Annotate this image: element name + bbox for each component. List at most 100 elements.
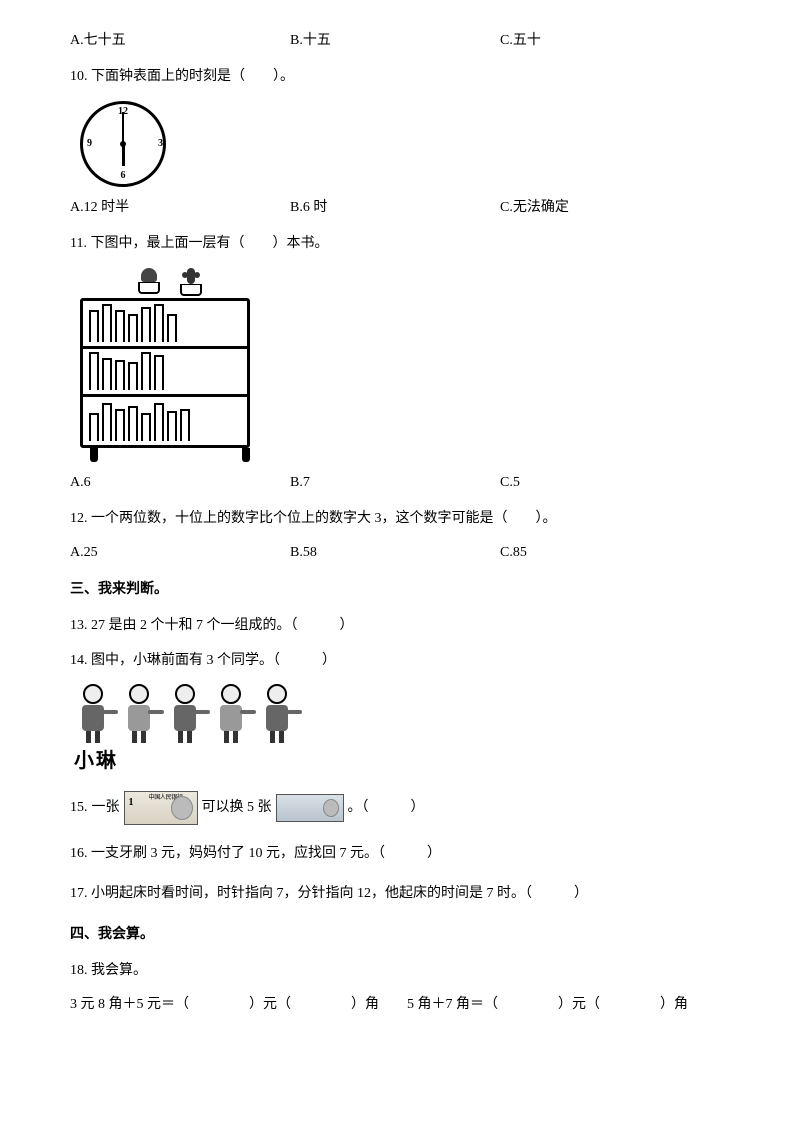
- calc-part: ）角: [351, 994, 379, 1016]
- q18-line1: 3 元 8 角＋5 元＝（ ）元（ ）角 5 角＋7 角＝（ ）元（ ）角: [70, 994, 724, 1016]
- q12-opt-a: A. 25: [70, 542, 290, 564]
- calc-part: 3 元 8 角＋5 元＝（: [70, 994, 189, 1016]
- q12-opt-b: B. 58: [290, 542, 500, 564]
- opt-text: 58: [303, 542, 317, 564]
- q15-post: 。（ ）: [348, 797, 425, 819]
- q15: 15. 一张 1 中国人民银行 可以换 5 张 。（ ）: [70, 791, 724, 825]
- q-num: 18.: [70, 963, 91, 978]
- q10: 10. 下面钟表面上的时刻是（ ）。: [70, 66, 724, 88]
- opt-prefix: A.: [70, 197, 84, 219]
- q17: 17. 小明起床时看时间，时针指向 7，分针指向 12，他起床的时间是 7 时。…: [70, 883, 724, 905]
- q10-options: A. 12 时半 B. 6 时 C. 无法确定: [70, 197, 724, 219]
- q10-opt-b: B. 6 时: [290, 197, 500, 219]
- clock-num-6: 6: [121, 168, 126, 184]
- q12-options: A. 25 B. 58 C. 85: [70, 542, 724, 564]
- book-icon: [141, 307, 151, 342]
- q-text: 一个两位数，十位上的数字比个位上的数字大 3，这个数字可能是（ ）。: [91, 511, 557, 526]
- book-icon: [128, 406, 138, 441]
- opt-prefix: A.: [70, 472, 84, 494]
- opt-text: 七十五: [84, 30, 126, 52]
- q-text: 我会算。: [91, 963, 147, 978]
- xiaolin-label: 小琳: [74, 745, 724, 777]
- q-num: 11.: [70, 236, 90, 251]
- book-icon: [154, 355, 164, 390]
- q-num: 12.: [70, 511, 91, 526]
- kid-icon: [258, 684, 296, 743]
- opt-prefix: C.: [500, 30, 513, 52]
- opt-text: 五十: [513, 30, 541, 52]
- opt-text: 25: [84, 542, 98, 564]
- q-text: 一支牙刷 3 元，妈妈付了 10 元，应找回 7 元。（ ）: [91, 846, 441, 861]
- book-icon: [167, 411, 177, 441]
- q12: 12. 一个两位数，十位上的数字比个位上的数字大 3，这个数字可能是（ ）。: [70, 508, 724, 530]
- clock-num-9: 9: [87, 136, 92, 152]
- shelf-row: [83, 397, 247, 445]
- book-icon: [89, 352, 99, 390]
- opt-prefix: C.: [500, 542, 513, 564]
- bookshelf: [80, 298, 250, 448]
- opt-text: 5: [513, 472, 520, 494]
- opt-prefix: A.: [70, 30, 84, 52]
- calc-part: 5 角＋7 角＝（: [407, 994, 498, 1016]
- book-icon: [128, 362, 138, 390]
- book-icon: [102, 358, 112, 390]
- q-num: 17.: [70, 886, 91, 901]
- pot-cactus-icon: [179, 268, 203, 296]
- q-text: 小明起床时看时间，时针指向 7，分针指向 12，他起床的时间是 7 时。（ ）: [91, 886, 588, 901]
- q18: 18. 我会算。: [70, 960, 724, 982]
- minute-hand: [122, 112, 124, 144]
- pot-plant-icon: [137, 268, 161, 296]
- bill-portrait-icon: [323, 799, 339, 817]
- q9-options: A. 七十五 B. 十五 C. 五十: [70, 30, 724, 52]
- calc-part: ）元（: [249, 994, 291, 1016]
- q11-bookshelf-image: [80, 268, 260, 462]
- q-text: 图中，小琳前面有 3 个同学。（ ）: [91, 653, 336, 668]
- calc-part: ）角: [660, 994, 688, 1016]
- book-icon: [102, 304, 112, 342]
- kid-icon: [120, 684, 158, 743]
- book-icon: [154, 304, 164, 342]
- bill-portrait-icon: [171, 796, 193, 820]
- q-num: 15.: [70, 797, 88, 819]
- shelf-row: [83, 301, 247, 349]
- banknote-small-icon: [276, 794, 344, 822]
- opt-prefix: B.: [290, 542, 303, 564]
- section-4-title: 四、我会算。: [70, 924, 724, 946]
- q-text: 27 是由 2 个十和 7 个一组成的。（ ）: [91, 618, 354, 633]
- q10-opt-c: C. 无法确定: [500, 197, 724, 219]
- book-icon: [141, 352, 151, 390]
- bill-denom: 1: [129, 795, 134, 811]
- q11: 11. 下图中，最上面一层有（ ）本书。: [70, 233, 724, 255]
- hour-hand: [122, 144, 125, 166]
- q10-opt-a: A. 12 时半: [70, 197, 290, 219]
- opt-text: 6 时: [303, 197, 328, 219]
- q-text: 下面钟表面上的时刻是（ ）。: [91, 69, 294, 84]
- book-icon: [115, 409, 125, 441]
- book-icon: [180, 409, 190, 441]
- opt-prefix: B.: [290, 30, 303, 52]
- clock-num-3: 3: [158, 136, 163, 152]
- q-num: 13.: [70, 618, 91, 633]
- q13: 13. 27 是由 2 个十和 7 个一组成的。（ ）: [70, 615, 724, 637]
- opt-prefix: B.: [290, 472, 303, 494]
- clock-icon: 12 3 6 9: [80, 101, 166, 187]
- q9-opt-b: B. 十五: [290, 30, 500, 52]
- book-icon: [141, 413, 151, 441]
- q-num: 14.: [70, 653, 91, 668]
- book-icon: [128, 314, 138, 342]
- q-num: 16.: [70, 846, 91, 861]
- opt-prefix: C.: [500, 197, 513, 219]
- book-icon: [154, 403, 164, 441]
- kid-icon: [212, 684, 250, 743]
- shelf-legs: [80, 448, 260, 462]
- kid-icon: [166, 684, 204, 743]
- opt-text: 6: [84, 472, 91, 494]
- opt-prefix: A.: [70, 542, 84, 564]
- q11-opt-c: C. 5: [500, 472, 724, 494]
- q9-opt-c: C. 五十: [500, 30, 724, 52]
- calc-part: ）元（: [558, 994, 600, 1016]
- book-icon: [89, 413, 99, 441]
- q11-options: A. 6 B. 7 C. 5: [70, 472, 724, 494]
- q15-pre: 一张: [92, 797, 120, 819]
- opt-text: 无法确定: [513, 197, 569, 219]
